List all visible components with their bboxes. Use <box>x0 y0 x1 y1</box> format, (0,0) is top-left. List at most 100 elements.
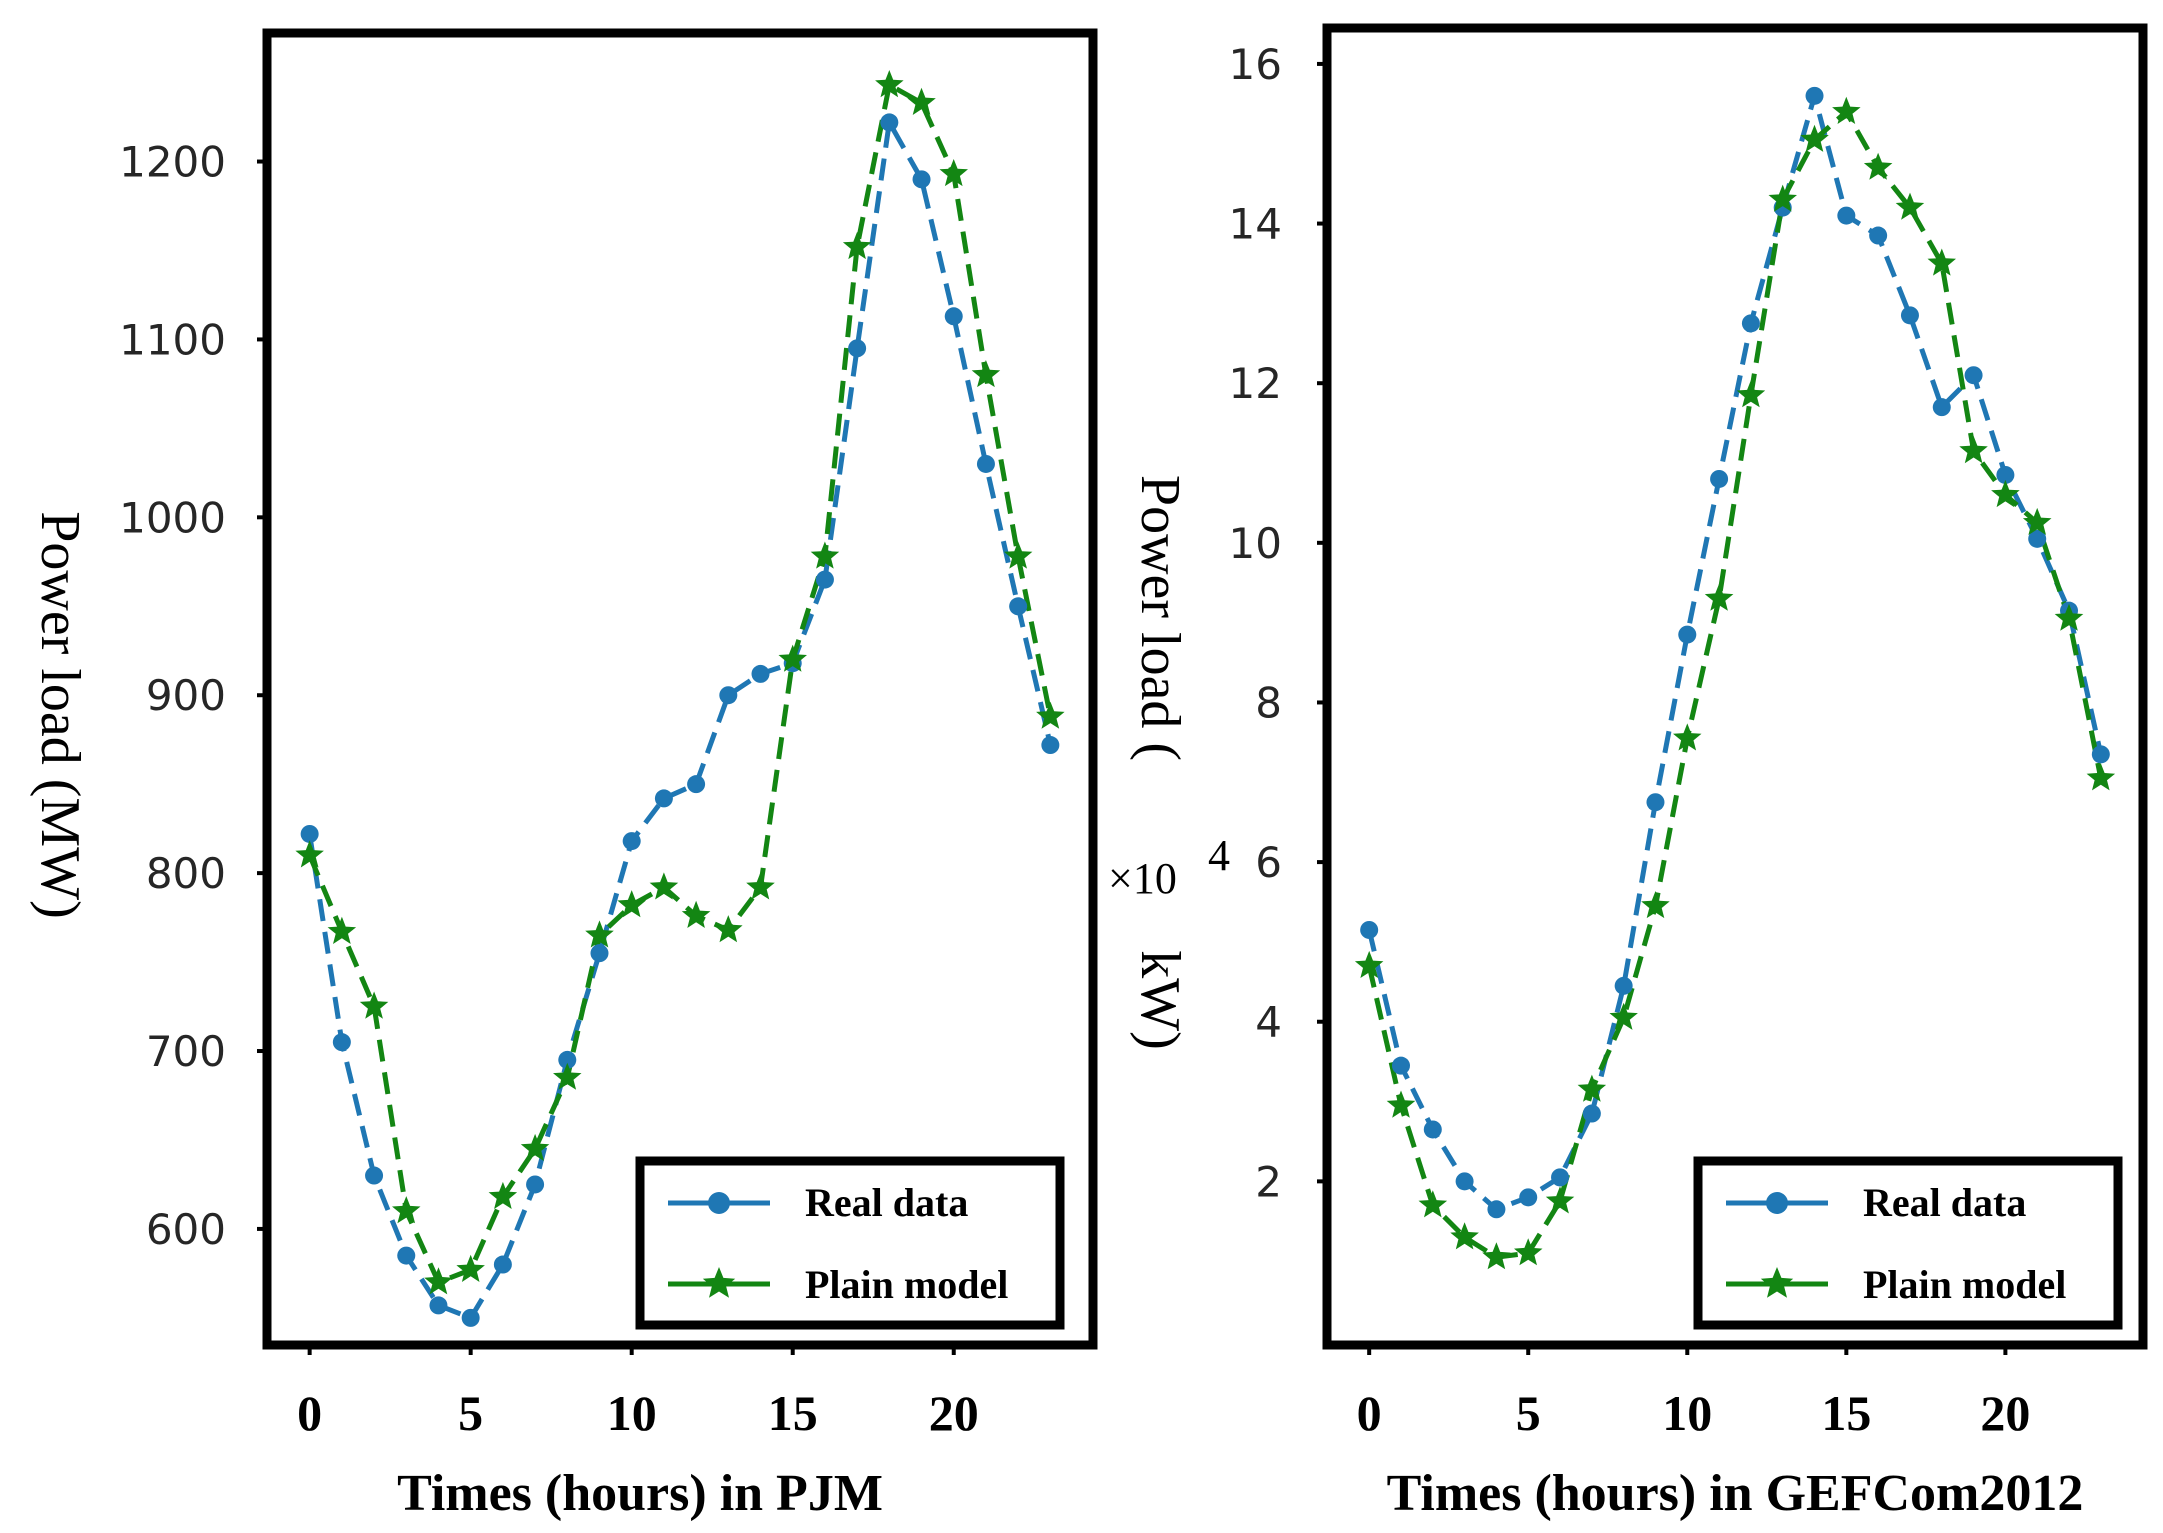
y-axis-ticks: 600 700 800 900 1000 1100 1200 <box>119 138 271 1254</box>
point-real-data <box>397 1246 416 1265</box>
point-real-data <box>815 570 834 589</box>
point-real-data <box>461 1308 480 1327</box>
point-real-data <box>1996 465 2015 484</box>
point-plain-model <box>327 916 357 944</box>
point-plain-model <box>1003 541 1033 569</box>
point-plain-model <box>1386 1090 1416 1118</box>
point-real-data <box>590 944 609 963</box>
point-plain-model <box>649 872 679 900</box>
x-axis-ticks: 0 5 10 15 20 <box>1357 1341 2030 1441</box>
point-plain-model <box>971 360 1001 388</box>
point-plain-model <box>810 541 840 569</box>
point-plain-model <box>939 159 968 187</box>
point-plain-model <box>520 1133 550 1161</box>
x-axis-label: Times (hours) in GEFCom2012 <box>1387 1465 2084 1522</box>
point-real-data <box>1932 398 1951 417</box>
point-plain-model <box>1959 436 1988 464</box>
point-plain-model <box>1863 152 1893 180</box>
y-tick-label: 600 <box>146 1205 226 1254</box>
x-tick-label: 0 <box>1357 1385 1382 1441</box>
chart-pjm: 600 700 800 900 1000 1100 1200 0 5 10 15 20 Times … <box>29 28 1098 1522</box>
legend-real-label: Real data <box>1863 1180 2026 1225</box>
series-markers <box>1354 86 2116 1270</box>
legend-real-label: Real data <box>805 1180 968 1225</box>
point-real-data <box>332 1033 351 1052</box>
y-tick-label: 1200 <box>119 138 226 187</box>
point-real-data <box>1805 86 1824 105</box>
point-plain-model <box>1418 1190 1448 1218</box>
y-axis-unit: kW) <box>1129 950 1191 1050</box>
point-plain-model <box>1482 1242 1511 1270</box>
legend-real-marker <box>708 1192 730 1214</box>
point-plain-model <box>1036 701 1065 729</box>
point-plain-model <box>424 1267 453 1295</box>
point-plain-model <box>1450 1222 1479 1250</box>
y-axis-label-main: Power load ( <box>1129 475 1191 761</box>
y-tick-label: 16 <box>1229 40 1282 89</box>
point-real-data <box>654 789 673 808</box>
point-plain-model <box>746 872 775 900</box>
series-markers <box>295 70 1065 1327</box>
point-real-data <box>880 113 899 132</box>
point-real-data <box>1678 625 1697 644</box>
x-tick-label: 5 <box>458 1385 483 1441</box>
point-plain-model <box>907 87 936 115</box>
y-tick-label: 8 <box>1255 678 1282 727</box>
point-real-data <box>1614 976 1633 995</box>
x-tick-label: 0 <box>297 1385 322 1441</box>
point-plain-model <box>842 231 872 260</box>
point-plain-model <box>778 644 807 672</box>
point-real-data <box>1646 793 1665 812</box>
series-line-plain-model <box>1366 109 2104 1260</box>
point-plain-model <box>359 991 389 1019</box>
point-plain-model <box>1991 479 2020 508</box>
point-real-data <box>1009 597 1028 616</box>
point-plain-model <box>1768 184 1797 212</box>
point-real-data <box>1519 1188 1538 1207</box>
point-real-data <box>751 664 770 683</box>
point-real-data <box>622 832 641 851</box>
y-tick-label: 1000 <box>119 493 226 542</box>
point-plain-model <box>2022 507 2052 535</box>
y-tick-label: 12 <box>1229 359 1282 408</box>
point-real-data <box>1423 1120 1442 1139</box>
y-tick-label: 6 <box>1255 838 1282 887</box>
y-axis-exponent: 4 <box>1208 831 1230 880</box>
point-real-data <box>1741 314 1760 333</box>
y-axis-ticks: 2 4 6 8 10 12 14 16 <box>1229 40 1331 1206</box>
point-plain-model <box>1832 96 1861 124</box>
point-plain-model <box>392 1196 421 1224</box>
x-tick-label: 5 <box>1516 1385 1541 1441</box>
x-axis-ticks: 0 5 10 15 20 <box>297 1341 979 1441</box>
point-plain-model <box>1800 124 1829 152</box>
point-plain-model <box>488 1181 518 1209</box>
y-axis-label: Power load ( ×10 4 kW) <box>1108 475 1230 1050</box>
point-real-data <box>976 454 995 473</box>
legend-model-marker <box>1760 1267 1794 1298</box>
point-real-data <box>2028 529 2047 548</box>
point-plain-model <box>1895 192 1925 220</box>
plot-frame <box>262 28 1098 1350</box>
point-real-data <box>1041 736 1060 755</box>
point-real-data <box>1837 206 1856 225</box>
y-axis-multiplier: ×10 <box>1108 854 1177 903</box>
point-plain-model <box>1736 380 1766 408</box>
point-plain-model <box>1514 1238 1543 1266</box>
point-plain-model <box>617 890 646 918</box>
point-plain-model <box>681 900 711 928</box>
point-real-data <box>912 170 931 189</box>
y-tick-label: 1100 <box>119 315 226 364</box>
y-tick-label: 800 <box>146 849 226 898</box>
point-real-data <box>2091 745 2110 764</box>
x-axis-label: Times (hours) in PJM <box>397 1465 883 1522</box>
y-tick-label: 900 <box>146 671 226 720</box>
point-plain-model <box>585 920 614 948</box>
point-plain-model <box>1354 950 1384 978</box>
point-real-data <box>1964 366 1983 385</box>
point-plain-model <box>875 70 904 98</box>
point-plain-model <box>1545 1186 1575 1214</box>
point-real-data <box>1391 1056 1410 1075</box>
point-real-data <box>1900 306 1919 325</box>
point-plain-model <box>1577 1074 1607 1102</box>
